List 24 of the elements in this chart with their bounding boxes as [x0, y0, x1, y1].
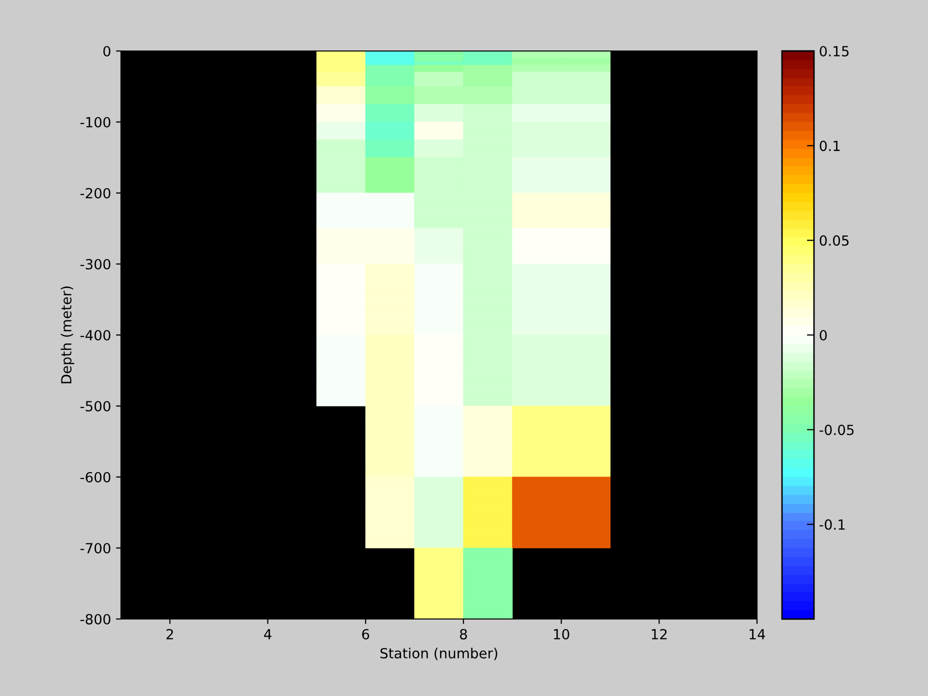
y-tick-label: -200	[80, 188, 110, 198]
x-axis-title: Station (number)	[380, 648, 498, 660]
x-tick-label: 10	[554, 628, 570, 640]
color-bar-label: -0.1	[820, 519, 845, 530]
x-tick-label: 6	[362, 628, 370, 640]
y-tick-label: -100	[80, 116, 110, 128]
y-axis-title: Depth (meter)	[60, 286, 74, 384]
y-tick-label: -400	[80, 330, 110, 340]
color-bar-label: 0.1	[820, 140, 840, 152]
x-tick-label: 14	[750, 629, 766, 640]
x-tick-label: 8	[460, 628, 467, 640]
y-tick-label: -600	[80, 472, 110, 482]
y-tick-label: -700	[80, 542, 110, 554]
color-bar-label: 0	[820, 330, 827, 340]
x-tick-label: 2	[166, 628, 173, 640]
color-bar-label: 0.05	[820, 235, 849, 246]
x-tick-label: 4	[264, 629, 272, 640]
y-tick-label: -500	[80, 400, 110, 412]
color-bar-label: 0.15	[820, 46, 849, 56]
y-tick-label: -300	[80, 258, 110, 270]
y-tick-label: -800	[80, 614, 110, 624]
color-bar-label: -0.05	[820, 424, 854, 436]
y-tick-label: 0	[103, 46, 110, 56]
x-tick-label: 12	[652, 628, 667, 640]
